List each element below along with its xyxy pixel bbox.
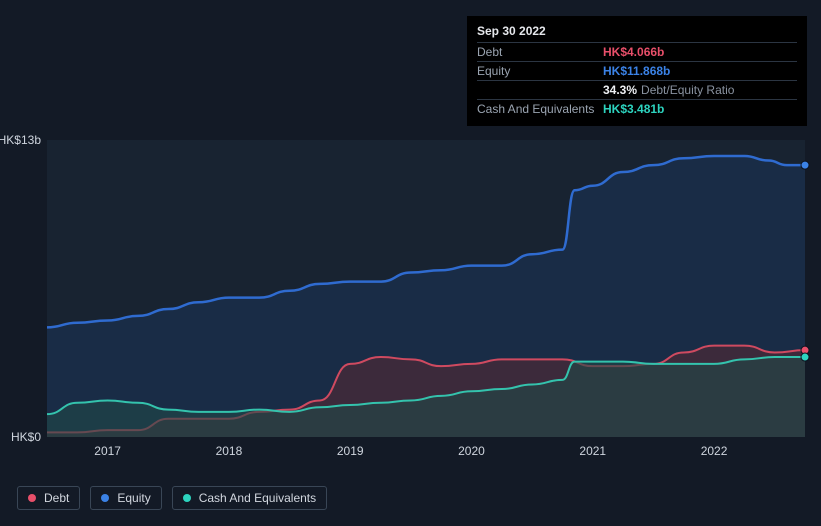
x-axis-label: 2017 bbox=[94, 444, 121, 458]
tooltip-row-value: HK$3.481b bbox=[603, 102, 664, 116]
tooltip-row-value: 34.3%Debt/Equity Ratio bbox=[603, 83, 734, 97]
legend-dot-icon bbox=[28, 494, 36, 502]
legend-item-debt[interactable]: Debt bbox=[17, 486, 80, 510]
chart-container: HK$13b HK$0 2017 2018 2019 2020 2021 2022 bbox=[0, 120, 821, 480]
tooltip-row: Cash And EquivalentsHK$3.481b bbox=[477, 99, 797, 118]
x-axis-label: 2020 bbox=[458, 444, 485, 458]
y-axis-label: HK$13b bbox=[0, 133, 41, 147]
finance-chart[interactable]: HK$13b HK$0 2017 2018 2019 2020 2021 2022 bbox=[0, 120, 821, 480]
chart-legend: Debt Equity Cash And Equivalents bbox=[17, 486, 327, 510]
legend-item-label: Equity bbox=[117, 491, 150, 505]
legend-item-label: Debt bbox=[44, 491, 69, 505]
tooltip-row: 34.3%Debt/Equity Ratio bbox=[477, 80, 797, 99]
legend-item-equity[interactable]: Equity bbox=[90, 486, 161, 510]
tooltip-row-label bbox=[477, 83, 603, 97]
tooltip-row: DebtHK$4.066b bbox=[477, 42, 797, 61]
tooltip-row-label: Debt bbox=[477, 45, 603, 59]
tooltip-row-value: HK$4.066b bbox=[603, 45, 664, 59]
tooltip-row: EquityHK$11.868b bbox=[477, 61, 797, 80]
x-axis-label: 2022 bbox=[701, 444, 728, 458]
legend-item-cash-and-equivalents[interactable]: Cash And Equivalents bbox=[172, 486, 327, 510]
legend-dot-icon bbox=[183, 494, 191, 502]
tooltip-date: Sep 30 2022 bbox=[477, 24, 797, 42]
x-axis-label: 2018 bbox=[216, 444, 243, 458]
tooltip-row-label: Cash And Equivalents bbox=[477, 102, 603, 116]
x-axis-label: 2019 bbox=[337, 444, 364, 458]
tooltip-row-value: HK$11.868b bbox=[603, 64, 670, 78]
legend-item-label: Cash And Equivalents bbox=[199, 491, 316, 505]
y-axis-label: HK$0 bbox=[11, 430, 41, 444]
legend-dot-icon bbox=[101, 494, 109, 502]
tooltip-row-label: Equity bbox=[477, 64, 603, 78]
chart-tooltip: Sep 30 2022 DebtHK$4.066bEquityHK$11.868… bbox=[467, 16, 807, 126]
x-axis-label: 2021 bbox=[579, 444, 606, 458]
